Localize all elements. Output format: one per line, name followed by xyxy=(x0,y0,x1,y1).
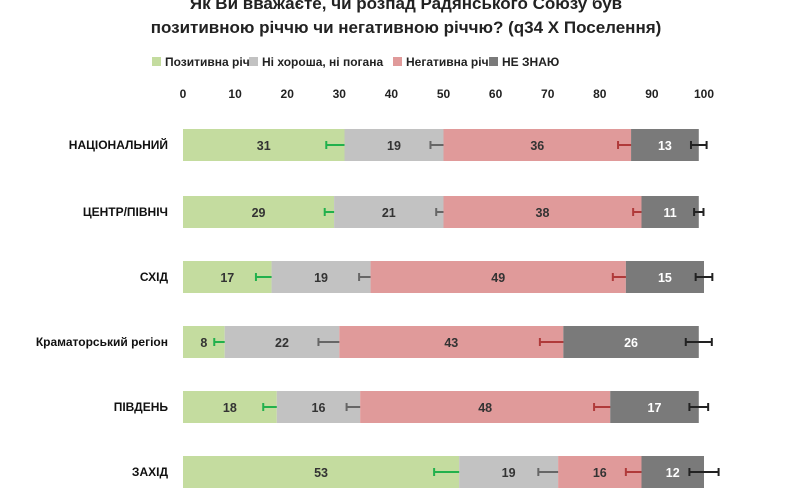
data-label-1-2: 19 xyxy=(387,139,401,153)
x-tick-20: 20 xyxy=(281,87,295,101)
x-tick-0: 0 xyxy=(180,87,187,101)
data-label-3-4: 15 xyxy=(658,271,672,285)
data-label-2-2: 21 xyxy=(382,206,396,220)
category-label-3: СХІД xyxy=(140,270,169,284)
x-tick-70: 70 xyxy=(541,87,555,101)
bar-4-3 xyxy=(339,326,564,358)
data-label-3-1: 17 xyxy=(220,271,234,285)
x-tick-30: 30 xyxy=(333,87,347,101)
x-tick-100: 100 xyxy=(694,87,714,101)
data-label-5-1: 18 xyxy=(223,401,237,415)
bar-5-4 xyxy=(610,391,699,423)
bar-1-1 xyxy=(183,129,345,161)
bar-4-4 xyxy=(563,326,699,358)
legend-label-2: Ні хороша, ні погана xyxy=(262,55,383,69)
bar-1-2 xyxy=(344,129,444,161)
bar-2-2 xyxy=(334,196,444,228)
bar-5-3 xyxy=(360,391,611,423)
category-label-5: ПІВДЕНЬ xyxy=(114,400,169,414)
data-label-6-1: 53 xyxy=(314,466,328,480)
data-label-4-1: 8 xyxy=(200,336,207,350)
category-label-2: ЦЕНТР/ПІВНІЧ xyxy=(83,205,168,219)
data-label-6-4: 12 xyxy=(666,466,680,480)
legend-swatch-2 xyxy=(249,57,258,66)
data-label-3-3: 49 xyxy=(491,271,505,285)
x-tick-50: 50 xyxy=(437,87,451,101)
legend-swatch-3 xyxy=(393,57,402,66)
data-label-5-3: 48 xyxy=(478,401,492,415)
x-tick-80: 80 xyxy=(593,87,607,101)
category-label-6: ЗАХІД xyxy=(132,465,169,479)
x-tick-90: 90 xyxy=(645,87,659,101)
bar-5-1 xyxy=(183,391,277,423)
legend-label-3: Негативна річ xyxy=(406,55,489,69)
data-label-3-2: 19 xyxy=(314,271,328,285)
x-tick-60: 60 xyxy=(489,87,503,101)
data-label-4-3: 43 xyxy=(444,336,458,350)
bar-6-1 xyxy=(183,456,460,488)
chart-title-line-2: позитивною річчю чи негативною річчю? (q… xyxy=(150,18,662,37)
bar-1-4 xyxy=(631,129,699,161)
category-label-1: НАЦІОНАЛЬНИЙ xyxy=(69,137,168,152)
data-label-1-4: 13 xyxy=(658,139,672,153)
legend-label-4: НЕ ЗНАЮ xyxy=(502,55,559,69)
x-tick-10: 10 xyxy=(228,87,242,101)
legend-swatch-4 xyxy=(489,57,498,66)
x-tick-40: 40 xyxy=(385,87,399,101)
bar-3-2 xyxy=(271,261,371,293)
bar-2-1 xyxy=(183,196,335,228)
data-label-1-1: 31 xyxy=(257,139,271,153)
bar-1-3 xyxy=(443,129,632,161)
data-label-6-3: 16 xyxy=(593,466,607,480)
data-label-2-1: 29 xyxy=(252,206,266,220)
data-label-5-2: 16 xyxy=(312,401,326,415)
bar-3-4 xyxy=(625,261,704,293)
bar-2-3 xyxy=(443,196,642,228)
data-label-5-4: 17 xyxy=(648,401,662,415)
data-label-6-2: 19 xyxy=(502,466,516,480)
category-label-4: Краматорський регіон xyxy=(36,335,168,349)
data-label-4-4: 26 xyxy=(624,336,638,350)
legend-label-1: Позитивна річ xyxy=(165,55,250,69)
data-label-4-2: 22 xyxy=(275,336,289,350)
chart-title-line-1: Як Ви вважаєте, чи розпад Радянського Со… xyxy=(189,0,623,13)
data-label-2-3: 38 xyxy=(536,206,550,220)
bar-2-4 xyxy=(641,196,699,228)
data-label-2-4: 11 xyxy=(664,206,677,220)
bar-3-3 xyxy=(370,261,626,293)
data-label-1-3: 36 xyxy=(530,139,544,153)
legend-swatch-1 xyxy=(152,57,161,66)
